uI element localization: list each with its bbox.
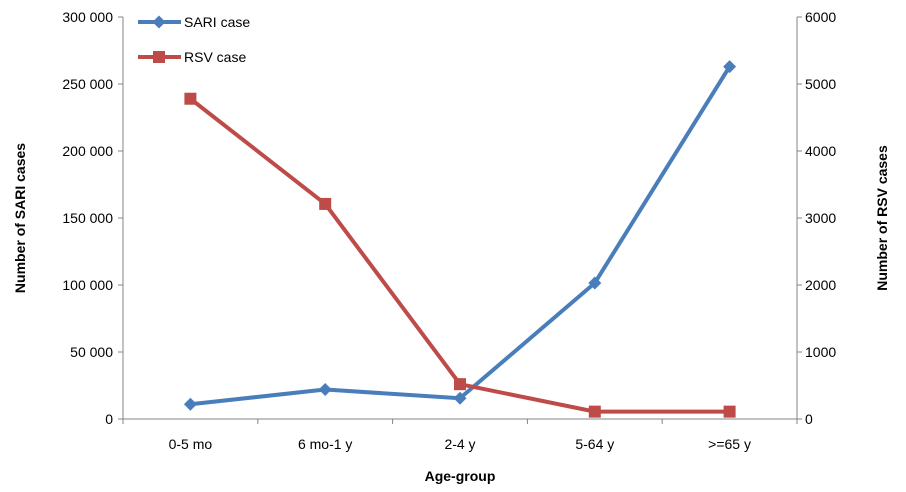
y2-tick-label: 4000 xyxy=(805,143,836,159)
y2-tick-label: 2000 xyxy=(805,277,836,293)
y-tick-label: 100 000 xyxy=(62,277,113,293)
series-sari-case xyxy=(183,60,737,411)
x-tick-label: >=65 y xyxy=(708,436,751,452)
legend-label: RSV case xyxy=(184,49,246,65)
y-tick-label: 0 xyxy=(105,411,113,427)
legend-item-sari-case: SARI case xyxy=(138,14,250,30)
legend-label: SARI case xyxy=(184,14,250,30)
series-line-sari-case xyxy=(190,65,732,407)
data-point-rsv-case xyxy=(454,378,466,391)
y-tick-label: 300 000 xyxy=(62,9,113,25)
y2-tick-label: 5000 xyxy=(805,76,836,92)
y-tick-label: 150 000 xyxy=(62,210,113,226)
legend-marker xyxy=(153,51,165,63)
data-point-rsv-case xyxy=(723,405,736,418)
legend: SARI case RSV case xyxy=(138,14,250,65)
series-line-rsv-case xyxy=(189,97,730,414)
data-point-sari-case xyxy=(723,60,737,74)
axes xyxy=(122,17,798,420)
legend-marker xyxy=(152,15,166,29)
x-tick-label: 6 mo-1 y xyxy=(298,436,352,452)
axis-titles: Age-group Number of SARI cases Number of… xyxy=(12,143,890,484)
y-tick-label: 200 000 xyxy=(62,143,113,159)
data-point-sari-case xyxy=(183,397,197,411)
data-point-sari-case xyxy=(453,391,467,405)
data-point-rsv-case xyxy=(319,197,332,210)
series xyxy=(183,60,737,418)
y2-tick-label: 3000 xyxy=(805,210,836,226)
y-axis-right-title: Number of RSV cases xyxy=(874,145,890,291)
y2-tick-label: 6000 xyxy=(805,9,836,25)
data-point-sari-case xyxy=(588,276,602,290)
data-point-rsv-case xyxy=(184,92,197,105)
y2-tick-label: 1000 xyxy=(805,344,836,360)
legend-item-rsv-case: RSV case xyxy=(138,49,246,65)
y2-tick-label: 0 xyxy=(805,411,813,427)
data-point-rsv-case xyxy=(588,405,601,418)
x-axis-title: Age-group xyxy=(425,468,496,484)
ticks: 0 50 000 100 000 150 000 200 000 250 000 300 0… xyxy=(62,9,836,452)
y-tick-label: 50 000 xyxy=(70,344,113,360)
data-point-sari-case xyxy=(318,383,332,397)
y-axis-left-title: Number of SARI cases xyxy=(12,143,28,293)
x-tick-label: 0-5 mo xyxy=(169,436,213,452)
x-tick-label: 5-64 y xyxy=(575,436,614,452)
y-tick-label: 250 000 xyxy=(62,76,113,92)
series-rsv-case xyxy=(184,92,736,418)
x-tick-label: 2-4 y xyxy=(444,436,475,452)
